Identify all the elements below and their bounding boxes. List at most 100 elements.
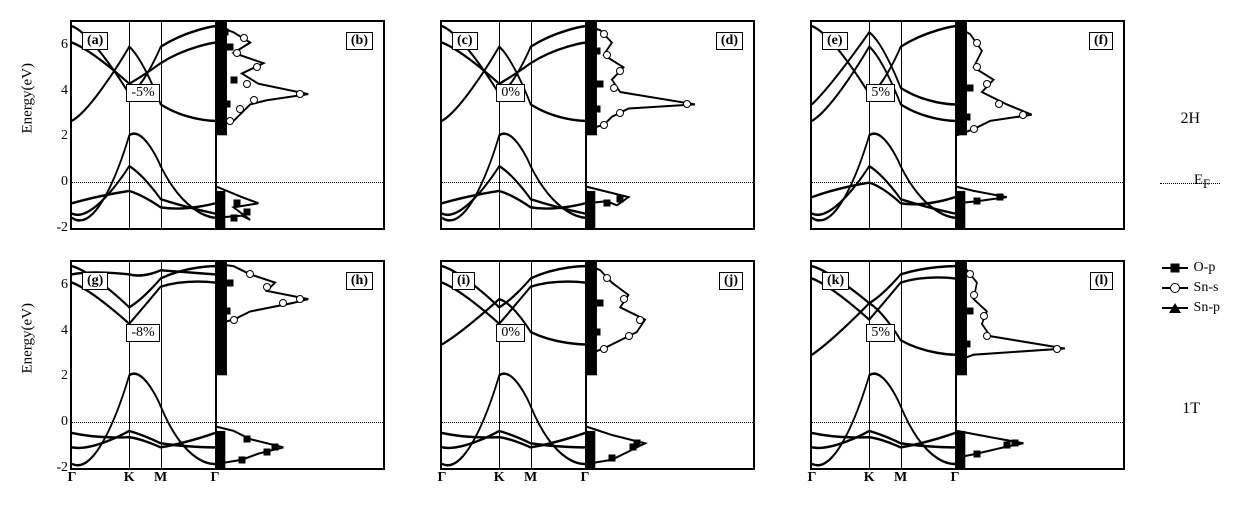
band-panel: (e)5% xyxy=(810,20,955,230)
x-tick-label: K xyxy=(124,470,135,486)
dos-curves xyxy=(587,262,753,468)
square-marker-icon xyxy=(272,444,279,451)
square-marker-icon xyxy=(593,47,600,54)
circle-marker-icon xyxy=(243,80,251,88)
x-tick-label: M xyxy=(154,470,167,486)
dos-curves xyxy=(957,22,1123,228)
panel-letter: (f) xyxy=(1089,32,1113,50)
y-tick-label: 4 xyxy=(61,323,68,339)
dos-curves xyxy=(217,22,383,228)
circle-marker-icon xyxy=(296,90,304,98)
circle-marker-icon xyxy=(625,332,633,340)
circle-marker-icon xyxy=(980,312,988,320)
y-tick-label: 0 xyxy=(61,414,68,430)
row-1t: -20246(g)-8%ΓKMΓ(h)(i)0%ΓKMΓ(j)(k)5%ΓKMΓ… xyxy=(70,260,1125,470)
y-tick-label: 0 xyxy=(61,174,68,190)
circle-marker-icon xyxy=(616,109,624,117)
square-marker-icon xyxy=(593,329,600,336)
y-tick-label: 2 xyxy=(61,128,68,144)
y-tick-label: 6 xyxy=(61,37,68,53)
x-tick-label: M xyxy=(894,470,907,486)
square-marker-icon xyxy=(967,84,974,91)
panel-letter: (c) xyxy=(452,32,478,50)
legend-item-op: O-p xyxy=(1162,260,1220,276)
circle-marker-icon xyxy=(253,63,261,71)
square-marker-icon xyxy=(223,308,230,315)
square-marker-icon xyxy=(1170,264,1179,273)
x-tick-label: Γ xyxy=(68,470,77,486)
band-panel: (c)0% xyxy=(440,20,585,230)
panel-pair: (e)5% (f) xyxy=(810,20,1125,230)
square-marker-icon xyxy=(238,456,245,463)
square-marker-icon xyxy=(997,194,1004,201)
square-marker-icon xyxy=(973,198,980,205)
panel-letter: (i) xyxy=(452,272,475,290)
circle-marker-icon xyxy=(600,30,608,38)
legend: O-p Sn-s Sn-p xyxy=(1162,260,1220,320)
legend-label: Sn-s xyxy=(1194,280,1219,296)
y-tick-label: 4 xyxy=(61,83,68,99)
dos-panel: (f) xyxy=(955,20,1125,230)
panel-letter: (j) xyxy=(719,272,743,290)
circle-marker-icon xyxy=(973,39,981,47)
dos-curves xyxy=(587,22,753,228)
x-tick-label: M xyxy=(524,470,537,486)
panel-letter: (a) xyxy=(82,32,108,50)
circle-marker-icon xyxy=(226,117,234,125)
triangle-marker-icon xyxy=(1169,303,1181,313)
circle-marker-icon xyxy=(263,283,271,291)
band-panel: (i)0%ΓKMΓ xyxy=(440,260,585,470)
circle-marker-icon xyxy=(1053,345,1061,353)
dos-curves xyxy=(217,262,383,468)
panel-letter: (e) xyxy=(822,32,848,50)
band-curves xyxy=(442,22,585,228)
x-axis-ticks: ΓKMΓ xyxy=(72,470,215,490)
square-marker-icon xyxy=(243,208,250,215)
panel-letter: (h) xyxy=(346,272,373,290)
y-tick-label: -2 xyxy=(56,460,68,476)
band-panel: -20246(a)-5% xyxy=(70,20,215,230)
ylabel-bottom: Energy(eV) xyxy=(20,354,37,374)
circle-marker-icon xyxy=(233,49,241,57)
panel-pair: -20246(g)-8%ΓKMΓ(h) xyxy=(70,260,385,470)
y-tick-label: -2 xyxy=(56,220,68,236)
square-marker-icon xyxy=(617,196,624,203)
y-axis-ticks: -20246 xyxy=(42,262,70,468)
x-tick-label: K xyxy=(864,470,875,486)
circle-marker-icon xyxy=(230,316,238,324)
circle-marker-icon xyxy=(246,270,254,278)
strain-label: 0% xyxy=(496,324,525,342)
square-marker-icon xyxy=(597,300,604,307)
panel-pair: (k)5%ΓKMΓ(l) xyxy=(810,260,1125,470)
panel-pair: (i)0%ΓKMΓ(j) xyxy=(440,260,755,470)
panel-letter: (k) xyxy=(822,272,849,290)
square-marker-icon xyxy=(967,308,974,315)
circle-marker-icon xyxy=(296,295,304,303)
circle-marker-icon xyxy=(240,34,248,42)
circle-marker-icon xyxy=(970,125,978,133)
square-marker-icon xyxy=(603,200,610,207)
square-marker-icon xyxy=(1012,440,1019,447)
circle-marker-icon xyxy=(616,67,624,75)
circle-marker-icon xyxy=(1170,283,1180,293)
circle-marker-icon xyxy=(983,80,991,88)
x-tick-label: Γ xyxy=(211,470,220,486)
y-tick-label: 2 xyxy=(61,368,68,384)
strain-label: 5% xyxy=(866,324,895,342)
circle-marker-icon xyxy=(250,96,258,104)
legend-label: Sn-p xyxy=(1194,300,1220,316)
x-tick-label: Γ xyxy=(581,470,590,486)
circle-marker-icon xyxy=(603,51,611,59)
panel-letter: (d) xyxy=(716,32,743,50)
circle-marker-icon xyxy=(236,105,244,113)
square-marker-icon xyxy=(230,76,237,83)
band-curves xyxy=(72,22,215,228)
square-marker-icon xyxy=(963,341,970,348)
dos-panel: (l) xyxy=(955,260,1125,470)
square-marker-icon xyxy=(227,279,234,286)
circle-marker-icon xyxy=(966,270,974,278)
circle-marker-icon xyxy=(636,316,644,324)
band-panel: (k)5%ΓKMΓ xyxy=(810,260,955,470)
square-marker-icon xyxy=(633,440,640,447)
x-tick-label: Γ xyxy=(438,470,447,486)
